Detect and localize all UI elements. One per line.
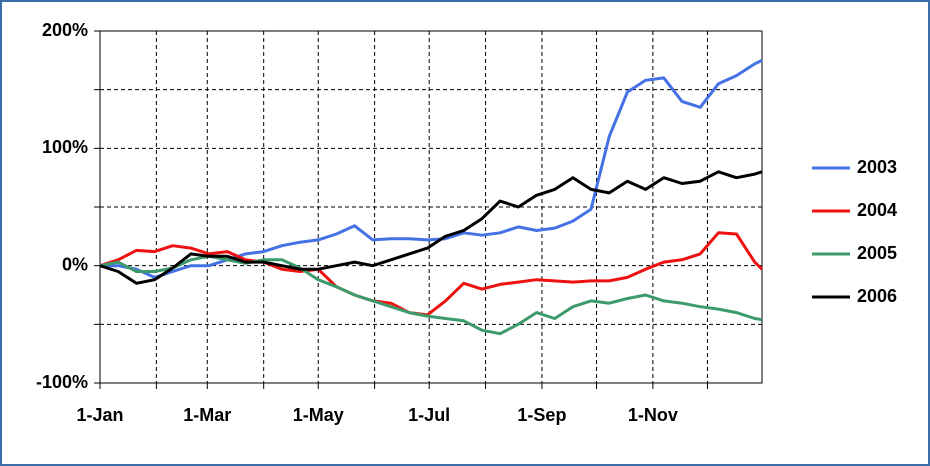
x-tick-label: 1-Sep: [517, 405, 566, 425]
series-line: [99, 231, 764, 317]
legend-label: 2003: [857, 157, 897, 177]
legend-label: 2006: [857, 286, 897, 306]
x-tick-label: 1-Mar: [183, 405, 231, 425]
series-line: [100, 58, 763, 279]
legend-label: 2005: [857, 243, 897, 263]
x-tick-label: 1-Jul: [408, 405, 450, 425]
y-tick-label: 0%: [62, 254, 88, 274]
x-tick-label: 1-Nov: [628, 405, 678, 425]
plot-area-border: [99, 30, 763, 384]
legend-label: 2004: [857, 200, 897, 220]
y-tick-label: 100%: [42, 137, 88, 157]
y-tick-label: 200%: [42, 20, 88, 40]
y-tick-label: -100%: [36, 372, 88, 392]
series-line: [99, 170, 763, 285]
x-tick-label: 1-May: [293, 405, 344, 425]
x-tick-label: 1-Jan: [76, 405, 123, 425]
